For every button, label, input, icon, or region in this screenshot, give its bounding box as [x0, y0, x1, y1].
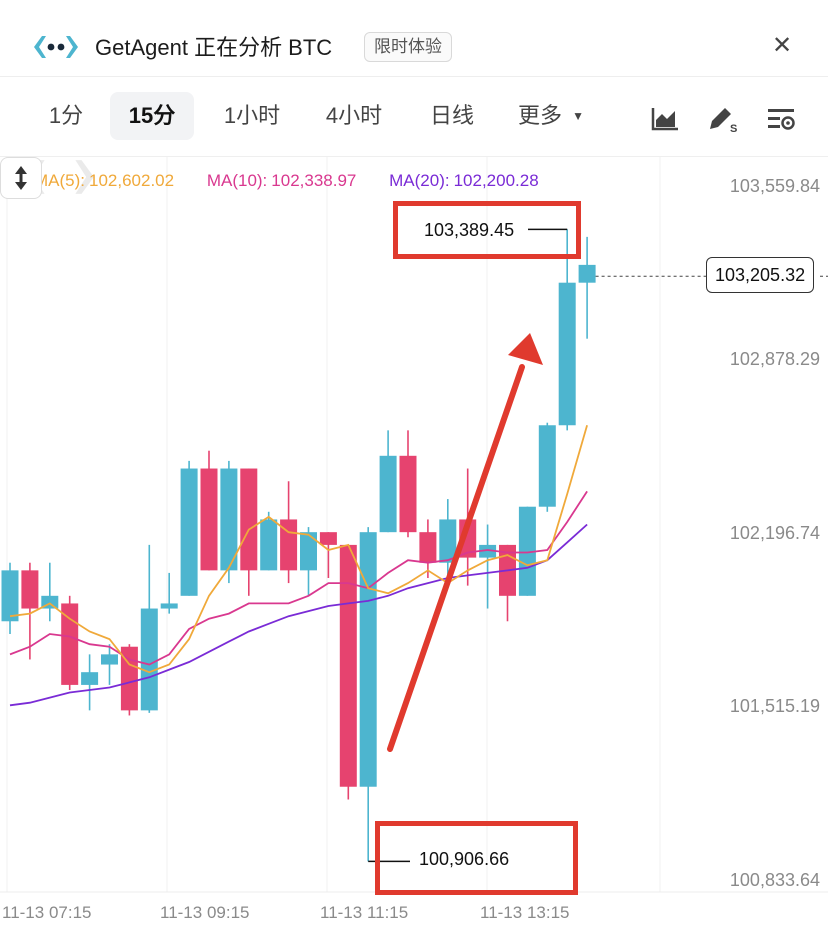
candle-up	[518, 506, 536, 596]
candle-up	[578, 264, 596, 283]
candle-up	[300, 532, 317, 571]
candle-up	[220, 468, 238, 571]
ma5-line	[9, 425, 588, 674]
tab-1h[interactable]: 1小时	[223, 103, 281, 128]
trend-arrow-shaft	[387, 364, 525, 752]
candle-up	[1, 570, 19, 622]
y-tick-label: 100,833.64	[729, 870, 820, 890]
candle-up	[140, 608, 158, 711]
candle-down	[61, 603, 79, 685]
low-highlight-box	[375, 821, 578, 895]
candle-down	[120, 646, 138, 711]
ma20-legend: MA(20): 102,200.28	[389, 171, 553, 190]
divider	[0, 156, 828, 157]
candle-down	[240, 468, 258, 571]
ma10-value: 102,338.97	[271, 171, 357, 190]
current-price-tag: 103,205.32	[706, 257, 815, 293]
vertical-resize-icon[interactable]	[0, 157, 42, 199]
trend-arrow-head	[508, 333, 543, 365]
chart-canvas[interactable]	[0, 157, 828, 931]
candle-down	[339, 544, 357, 787]
candle-down	[21, 570, 39, 609]
y-tick-label: 103,559.84	[729, 176, 820, 196]
candle-up	[558, 282, 576, 426]
page-title: GetAgent 正在分析 BTC	[95, 35, 333, 60]
close-icon[interactable]: ✕	[771, 32, 793, 59]
candle-up	[81, 672, 99, 685]
getagent-logo-icon	[34, 36, 78, 58]
tab-1m[interactable]: 1分	[48, 103, 84, 128]
high-highlight-box	[393, 201, 581, 259]
timeframe-tabs: 1分 15分 1小时 4小时 日线 更多 ▼ S	[0, 86, 828, 148]
ma20-label: MA(20):	[389, 171, 450, 190]
x-tick-label: 11-13 09:15	[160, 903, 250, 922]
indicator-settings-icon[interactable]	[764, 104, 798, 134]
x-tick-label: 11-13 07:15	[2, 903, 92, 922]
x-tick-label: 11-13 13:15	[480, 903, 570, 922]
candlestick-chart[interactable]: MA(5): 102,602.02 MA(10): 102,338.97 MA(20…	[0, 157, 828, 931]
tab-15m[interactable]: 15分	[110, 92, 194, 140]
tab-4h[interactable]: 4小时	[325, 103, 383, 128]
candle-up	[101, 654, 118, 665]
svg-text:S: S	[730, 123, 737, 134]
ma5-legend: MA(5): 102,602.02	[34, 171, 188, 190]
candle-up	[439, 519, 457, 563]
candle-down	[200, 468, 218, 571]
high-price-label: 103,389.45	[424, 220, 515, 240]
trial-badge: 限时体验	[364, 32, 452, 62]
tab-more[interactable]: 更多 ▼	[506, 92, 596, 140]
ma10-label: MA(10):	[206, 171, 268, 190]
ma20-value: 102,200.28	[453, 171, 539, 190]
tab-more-label: 更多	[517, 103, 562, 128]
candle-down	[399, 455, 417, 533]
candle-down	[419, 532, 437, 563]
y-tick-label: 102,878.29	[729, 349, 820, 369]
caret-down-icon: ▼	[572, 109, 585, 123]
y-tick-label: 102,196.74	[729, 523, 820, 543]
chart-type-icon[interactable]	[648, 104, 682, 134]
ma20-line	[9, 523, 588, 707]
ma-legend: MA(5): 102,602.02 MA(10): 102,338.97 MA(20…	[34, 171, 567, 191]
x-tick-label: 11-13 11:15	[320, 903, 409, 922]
candle-up	[180, 468, 198, 596]
candle-up	[538, 425, 556, 507]
ma10-legend: MA(10): 102,338.97	[207, 171, 371, 190]
low-price-label: 100,906.66	[419, 849, 510, 869]
candle-up	[160, 603, 178, 609]
candle-down	[319, 532, 337, 545]
header: GetAgent 正在分析 BTC 限时体验 ✕	[0, 0, 828, 77]
y-tick-label: 101,515.19	[729, 696, 820, 716]
tab-daily[interactable]: 日线	[429, 103, 474, 128]
candle-up	[359, 532, 377, 787]
ma5-value: 102,602.02	[89, 171, 175, 190]
draw-tool-icon[interactable]: S	[706, 104, 740, 134]
candle-up	[479, 544, 497, 558]
candle-up	[379, 455, 397, 533]
ma10-line	[9, 490, 588, 666]
ma5-label: MA(5):	[34, 171, 85, 190]
candle-up	[260, 519, 278, 571]
